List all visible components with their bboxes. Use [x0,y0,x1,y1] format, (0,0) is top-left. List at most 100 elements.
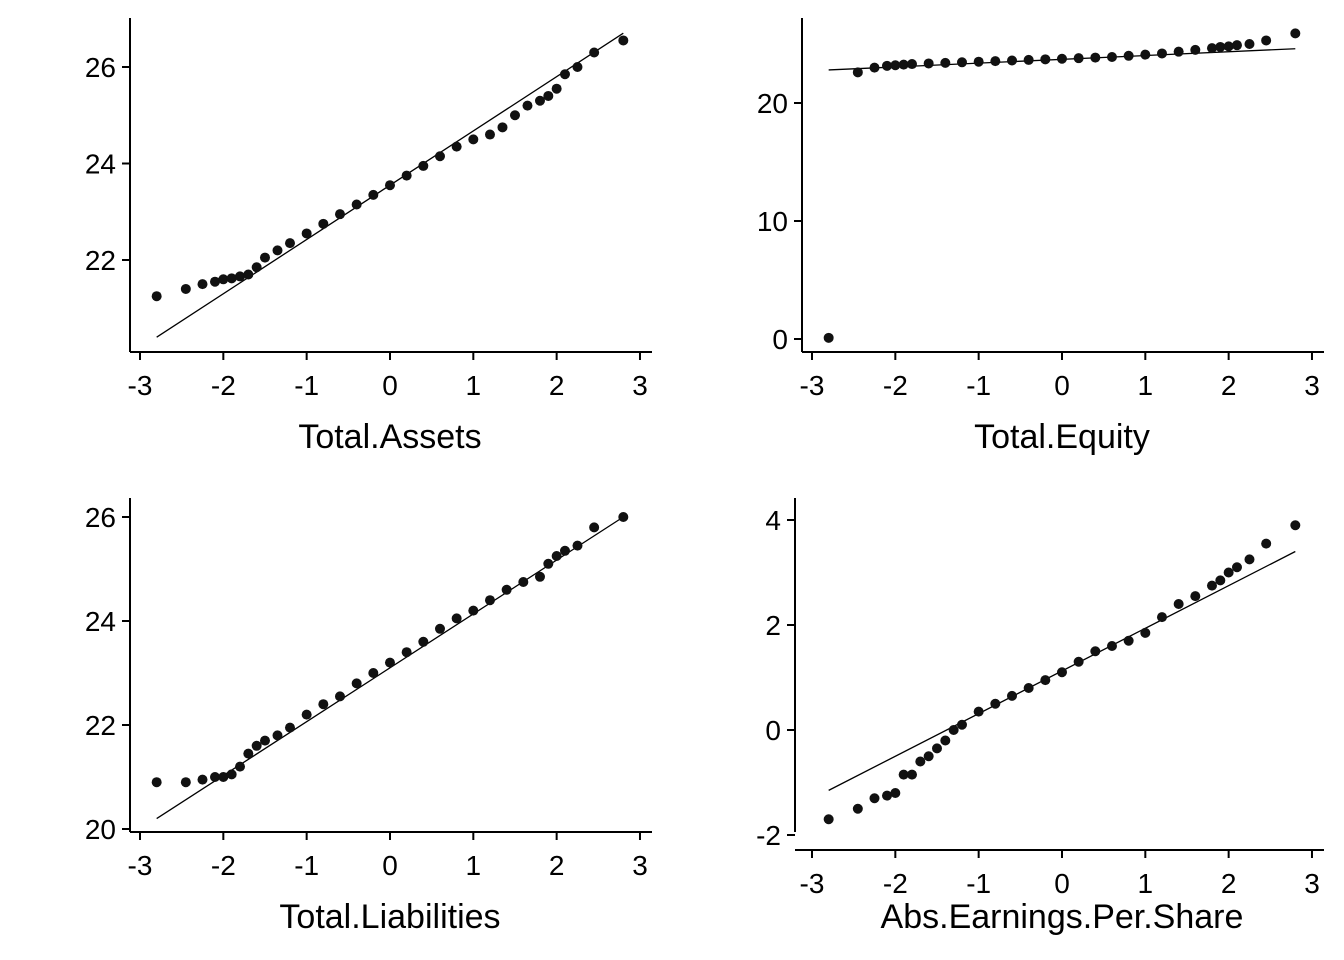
data-point [1156,612,1167,623]
data-point [243,269,254,280]
data-point [1231,40,1242,51]
data-point [1056,53,1067,64]
data-point [301,709,312,720]
data-point [218,772,229,782]
data-point [351,678,362,689]
data-point [1156,48,1167,59]
data-point [973,56,984,67]
x-tick-label: 2 [1221,868,1237,899]
data-point [259,735,270,746]
data-point [956,719,967,730]
data-point [451,141,462,152]
x-tick-label: -3 [800,868,825,899]
data-point [1261,35,1272,46]
data-point [1056,667,1067,678]
x-tick-label: -1 [966,370,991,401]
data-point [226,769,237,780]
y-tick-label: 26 [85,52,116,83]
data-point [572,62,583,72]
data-point [218,274,229,285]
data-point [618,35,629,46]
data-point [401,170,412,181]
x-tick-label: 1 [466,850,482,881]
data-point [890,60,901,71]
data-point [1023,683,1034,693]
data-point [898,769,909,780]
data-point [1190,591,1201,602]
data-point [468,605,479,616]
data-point [1244,554,1255,565]
data-point [197,279,208,290]
x-tick-label: 3 [1304,370,1320,401]
x-axis-title: Abs.Earnings.Per.Share [881,898,1244,936]
data-point [1006,690,1017,701]
data-point [869,62,880,73]
data-point [923,58,934,69]
x-axis-title: Total.Assets [298,418,481,456]
x-tick-label: 2 [549,850,565,881]
x-tick-label: 0 [1054,370,1070,401]
data-point [434,151,445,162]
data-point [234,271,245,282]
data-point [1215,575,1226,586]
x-tick-label: 0 [382,850,398,881]
data-point [1106,641,1117,651]
data-point [301,228,312,239]
data-point [890,788,901,798]
data-point [497,122,508,133]
data-point [251,740,262,751]
x-tick-label: -3 [128,370,153,401]
x-tick-label: 0 [382,370,398,401]
data-point [451,613,462,624]
data-point [1140,49,1151,60]
data-point [209,276,220,287]
data-point [468,134,479,145]
data-point [272,730,283,741]
data-point [1123,635,1134,646]
data-point [234,761,245,772]
data-point [197,774,208,785]
y-tick-label: -2 [756,820,781,851]
data-point [251,262,262,273]
data-point [906,59,917,70]
x-tick-label: 2 [549,370,565,401]
data-point [823,814,834,825]
x-tick-label: -1 [294,850,319,881]
data-point [1023,54,1034,65]
y-tick-label: 24 [85,606,116,637]
data-point [589,47,600,58]
data-point [1206,580,1217,591]
x-tick-label: 3 [632,370,648,401]
data-point [1290,28,1301,39]
data-point [180,777,191,788]
data-point [518,577,529,587]
data-point [368,668,379,678]
data-point [881,60,892,71]
x-tick-label: -2 [883,370,908,401]
data-point [973,706,984,717]
y-tick-label: 20 [757,88,788,119]
data-point [940,735,951,746]
data-point [484,595,495,606]
x-tick-label: 3 [1304,868,1320,899]
data-point [1190,44,1201,55]
data-point [1106,51,1117,62]
data-point [1223,567,1234,578]
data-point [543,558,554,569]
data-point [543,90,554,101]
data-point [559,545,570,556]
data-point [956,57,967,68]
data-point [151,777,162,788]
x-axis-title: Total.Equity [974,418,1150,456]
panel-4: -2 0 2 4 -3 -2 -1 0 1 2 3 Abs.Earnings.Per.Share [756,498,1324,936]
data-point [180,283,191,294]
x-tick-label: 1 [466,370,482,401]
data-point [484,129,495,140]
data-point [869,793,880,804]
data-point [284,722,295,733]
data-point [1006,55,1017,66]
x-tick-label: 1 [1138,868,1154,899]
x-tick-label: 2 [1221,370,1237,401]
data-point [823,332,834,343]
